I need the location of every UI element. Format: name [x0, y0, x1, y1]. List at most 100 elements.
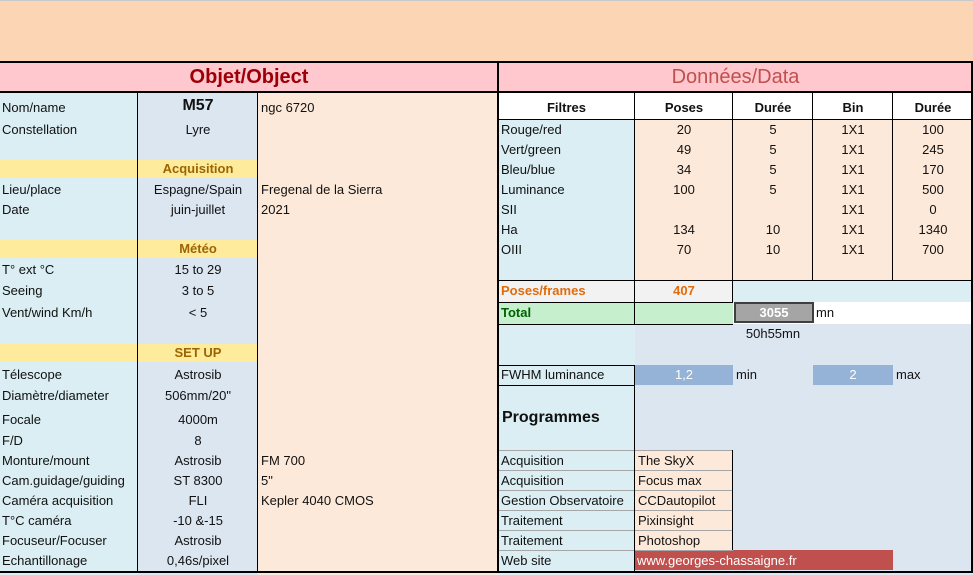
frames-value: 407 — [673, 283, 695, 298]
grid-line — [498, 365, 635, 366]
filter-cell: 5 — [769, 142, 777, 157]
filter-cell: 170 — [922, 162, 944, 177]
row-value: FLI — [188, 493, 208, 508]
filter-cell: 1X1 — [841, 122, 865, 137]
fwhm-max-value: 2 — [849, 367, 857, 382]
title-band — [0, 62, 973, 92]
filter-cell: 700 — [922, 242, 944, 257]
grid-line — [971, 62, 973, 573]
grid-line — [498, 280, 973, 281]
program-category: Acquisition — [501, 473, 564, 488]
row-extra: Fregenal de la Sierra — [261, 182, 383, 197]
row-value: 8 — [194, 433, 202, 448]
top-band — [0, 0, 973, 62]
row-label: Nom/name — [2, 100, 66, 115]
filter-cell: 34 — [676, 162, 692, 177]
filter-cell: 0 — [929, 202, 937, 217]
row-extra: ngc 6720 — [261, 100, 315, 115]
row-extra: FM 700 — [261, 453, 306, 468]
row-value: -10 &-15 — [173, 513, 223, 528]
filter-data-area — [635, 120, 973, 280]
row-value: Astrosib — [174, 367, 222, 382]
row-label: T° ext °C — [2, 262, 55, 277]
filter-cell: 70 — [676, 242, 692, 257]
grid-line — [0, 61, 973, 63]
grid-line — [0, 91, 973, 93]
grid-line — [498, 119, 973, 120]
program-row-divider — [498, 510, 733, 511]
grid-line — [0, 571, 973, 573]
row-label: Seeing — [2, 283, 43, 298]
row-value: 3 to 5 — [181, 283, 215, 298]
fwhm-max-box — [813, 365, 893, 385]
row-value: Espagne/Spain — [153, 182, 243, 197]
filter-cell: 10 — [765, 242, 781, 257]
row-label: Lieu/place — [2, 182, 62, 197]
section-header: SET UP — [174, 345, 222, 360]
filter-cell: 245 — [922, 142, 944, 157]
total-unit: mn — [816, 305, 835, 320]
website-bg — [635, 550, 893, 570]
filter-header-cell: Filtres — [546, 100, 586, 115]
program-category: Traitement — [501, 533, 563, 548]
grid-line — [732, 450, 733, 550]
programs-title: Programmes — [502, 409, 600, 426]
grid-line — [497, 62, 499, 573]
filter-name: Luminance — [501, 182, 565, 197]
program-row-divider — [498, 470, 733, 471]
row-extra: 5" — [261, 473, 273, 488]
program-row-divider — [498, 550, 733, 551]
frames-label: Poses/frames — [501, 283, 586, 298]
filter-name: SII — [501, 202, 517, 217]
row-label: Monture/mount — [2, 453, 90, 468]
row-label: Focale — [2, 412, 42, 427]
program-name: Photoshop — [638, 533, 701, 548]
row-extra: 2021 — [261, 202, 290, 217]
grid-line — [498, 324, 733, 325]
program-row-divider — [498, 490, 733, 491]
grid-line — [498, 302, 733, 303]
grid-line — [634, 92, 635, 324]
total-value: 3055 — [734, 302, 814, 323]
filter-header-cell: Poses — [664, 100, 704, 115]
program-category: Gestion Observatoire — [501, 493, 624, 508]
row-value: juin-juillet — [170, 202, 226, 217]
row-extra: Kepler 4040 CMOS — [261, 493, 374, 508]
row-value: 4000m — [178, 412, 218, 427]
row-value: Astrosib — [174, 533, 222, 548]
row-value: 0,46s/pixel — [166, 553, 230, 568]
section-band-acquisition — [0, 160, 258, 178]
row-label: Télescope — [2, 367, 62, 382]
program-name: Focus max — [638, 473, 702, 488]
program-name: Pixinsight — [638, 513, 694, 528]
filter-name: Vert/green — [501, 142, 561, 157]
row-value: ST 8300 — [173, 473, 223, 488]
program-value-bg — [635, 450, 733, 550]
fwhm-label: FWHM luminance — [501, 367, 605, 382]
filter-header-cell: Bin — [842, 100, 864, 115]
total-row-bg — [498, 302, 733, 324]
filter-label-column — [498, 120, 635, 280]
grid-line — [498, 385, 635, 386]
filter-cell: 500 — [922, 182, 944, 197]
program-category: Acquisition — [501, 453, 564, 468]
filter-cell: 1X1 — [841, 242, 865, 257]
row-label: Focuseur/Focuser — [2, 533, 107, 548]
row-value: Astrosib — [174, 453, 222, 468]
program-row-divider — [498, 450, 733, 451]
website-link[interactable]: www.georges-chassaigne.fr — [637, 553, 797, 568]
fwhm-min-box — [635, 365, 733, 385]
program-name: The SkyX — [638, 453, 695, 468]
total-hours: 50h55mn — [745, 326, 801, 341]
frames-row-bg — [498, 280, 733, 302]
filter-header-cell: Durée — [914, 100, 952, 115]
left-title: Objet/Object — [189, 66, 309, 88]
grid-line — [137, 92, 138, 573]
row-value: M57 — [182, 97, 214, 114]
section-header: Acquisition — [162, 161, 234, 176]
grid-line — [257, 92, 258, 573]
grid-line — [732, 92, 733, 302]
filter-cell: 5 — [769, 122, 777, 137]
filter-cell: 1X1 — [841, 222, 865, 237]
filter-cell: 1X1 — [841, 182, 865, 197]
